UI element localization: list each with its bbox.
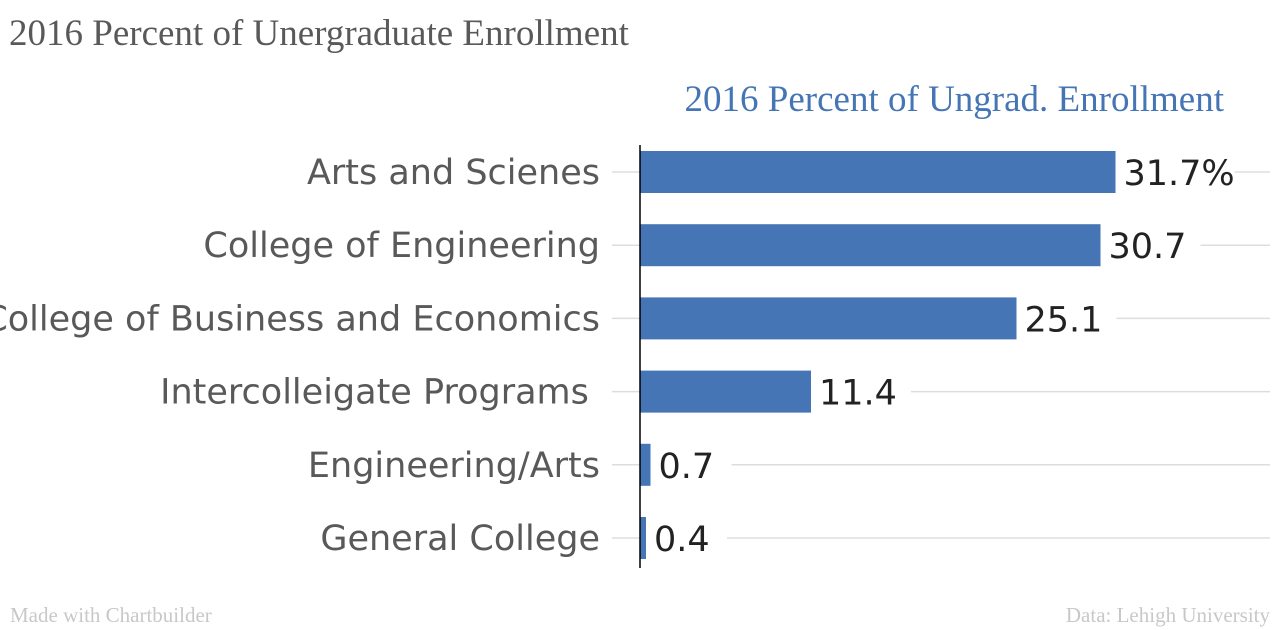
category-label: Intercolleigate Programs xyxy=(160,373,600,413)
bar xyxy=(640,151,1116,193)
category-label: Engineering/Arts xyxy=(308,446,600,486)
chart-title: 2016 Percent of Ungrad. Enrollment xyxy=(684,79,1224,120)
category-label: General College xyxy=(320,519,600,559)
value-label: 0.7 xyxy=(659,447,715,487)
category-label: Arts and Scienes xyxy=(307,153,600,193)
bar xyxy=(640,370,811,413)
bar xyxy=(640,224,1101,267)
data-source: Data: Lehigh University xyxy=(1065,603,1270,627)
page-title: 2016 Percent of Unergraduate Enrollment xyxy=(9,13,629,54)
category-label: College of Engineering xyxy=(203,226,600,266)
value-label: 30.7 xyxy=(1109,227,1187,267)
value-label: 11.4 xyxy=(819,374,897,414)
bar xyxy=(640,297,1017,340)
value-label: 0.4 xyxy=(654,520,710,560)
category-label: College of Business and Economics xyxy=(0,299,600,339)
bar xyxy=(640,517,646,559)
bar xyxy=(640,443,651,486)
chartbuilder-credit: Made with Chartbuilder xyxy=(10,603,212,627)
value-label: 31.7% xyxy=(1124,154,1235,194)
value-label: 25.1 xyxy=(1025,300,1103,340)
